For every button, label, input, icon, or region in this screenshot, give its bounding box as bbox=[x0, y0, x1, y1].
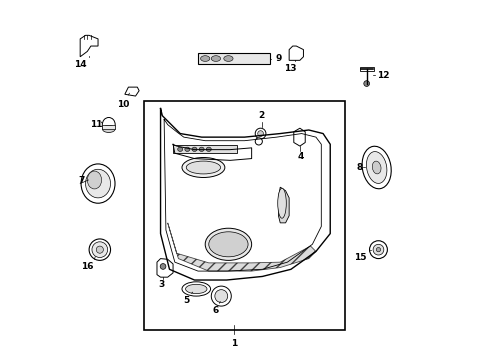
Ellipse shape bbox=[255, 128, 265, 139]
Text: 10: 10 bbox=[117, 100, 129, 109]
Ellipse shape bbox=[185, 284, 206, 294]
Text: 16: 16 bbox=[81, 262, 93, 271]
Ellipse shape bbox=[192, 147, 197, 152]
Ellipse shape bbox=[87, 171, 102, 189]
Ellipse shape bbox=[376, 248, 380, 252]
Bar bbox=[102, 125, 115, 129]
Polygon shape bbox=[167, 223, 315, 271]
Ellipse shape bbox=[224, 56, 233, 62]
Polygon shape bbox=[288, 46, 303, 60]
Ellipse shape bbox=[182, 157, 224, 177]
Ellipse shape bbox=[96, 246, 103, 253]
Ellipse shape bbox=[372, 244, 383, 255]
Ellipse shape bbox=[363, 81, 369, 86]
Ellipse shape bbox=[160, 264, 165, 269]
Text: 12: 12 bbox=[377, 71, 389, 80]
Ellipse shape bbox=[85, 169, 110, 198]
Text: 2: 2 bbox=[258, 111, 264, 120]
Ellipse shape bbox=[206, 147, 211, 152]
Polygon shape bbox=[278, 187, 288, 223]
Polygon shape bbox=[124, 87, 139, 96]
Bar bbox=[198, 53, 269, 64]
Text: 6: 6 bbox=[212, 306, 219, 315]
Ellipse shape bbox=[208, 232, 247, 257]
Ellipse shape bbox=[257, 131, 263, 136]
Polygon shape bbox=[293, 128, 305, 146]
Text: 13: 13 bbox=[284, 64, 296, 73]
Ellipse shape bbox=[369, 241, 386, 258]
Text: 7: 7 bbox=[79, 176, 85, 185]
Text: 4: 4 bbox=[297, 152, 304, 161]
Text: 1: 1 bbox=[230, 339, 236, 348]
Text: 15: 15 bbox=[353, 253, 366, 262]
Ellipse shape bbox=[199, 147, 203, 152]
Ellipse shape bbox=[200, 56, 209, 62]
Text: 14: 14 bbox=[74, 60, 86, 69]
Bar bbox=[173, 145, 237, 153]
Text: 8: 8 bbox=[356, 163, 362, 172]
Ellipse shape bbox=[81, 164, 115, 203]
Ellipse shape bbox=[214, 290, 227, 302]
Ellipse shape bbox=[186, 161, 220, 174]
Ellipse shape bbox=[182, 282, 210, 296]
Ellipse shape bbox=[366, 152, 386, 184]
Ellipse shape bbox=[371, 161, 380, 174]
Ellipse shape bbox=[177, 147, 183, 152]
Text: 5: 5 bbox=[183, 296, 189, 305]
Ellipse shape bbox=[255, 138, 262, 145]
Ellipse shape bbox=[102, 117, 115, 132]
Bar bbox=[359, 67, 373, 71]
Polygon shape bbox=[80, 35, 98, 57]
Ellipse shape bbox=[362, 146, 390, 189]
Ellipse shape bbox=[205, 228, 251, 260]
Text: 3: 3 bbox=[158, 280, 164, 289]
FancyBboxPatch shape bbox=[144, 102, 344, 330]
Ellipse shape bbox=[92, 242, 107, 257]
Polygon shape bbox=[157, 258, 173, 277]
Ellipse shape bbox=[184, 147, 189, 152]
Ellipse shape bbox=[211, 286, 231, 306]
Ellipse shape bbox=[211, 56, 220, 62]
Text: 11: 11 bbox=[90, 120, 102, 129]
Ellipse shape bbox=[89, 239, 110, 260]
Ellipse shape bbox=[102, 125, 115, 132]
Ellipse shape bbox=[277, 188, 285, 218]
Text: 9: 9 bbox=[275, 54, 281, 63]
